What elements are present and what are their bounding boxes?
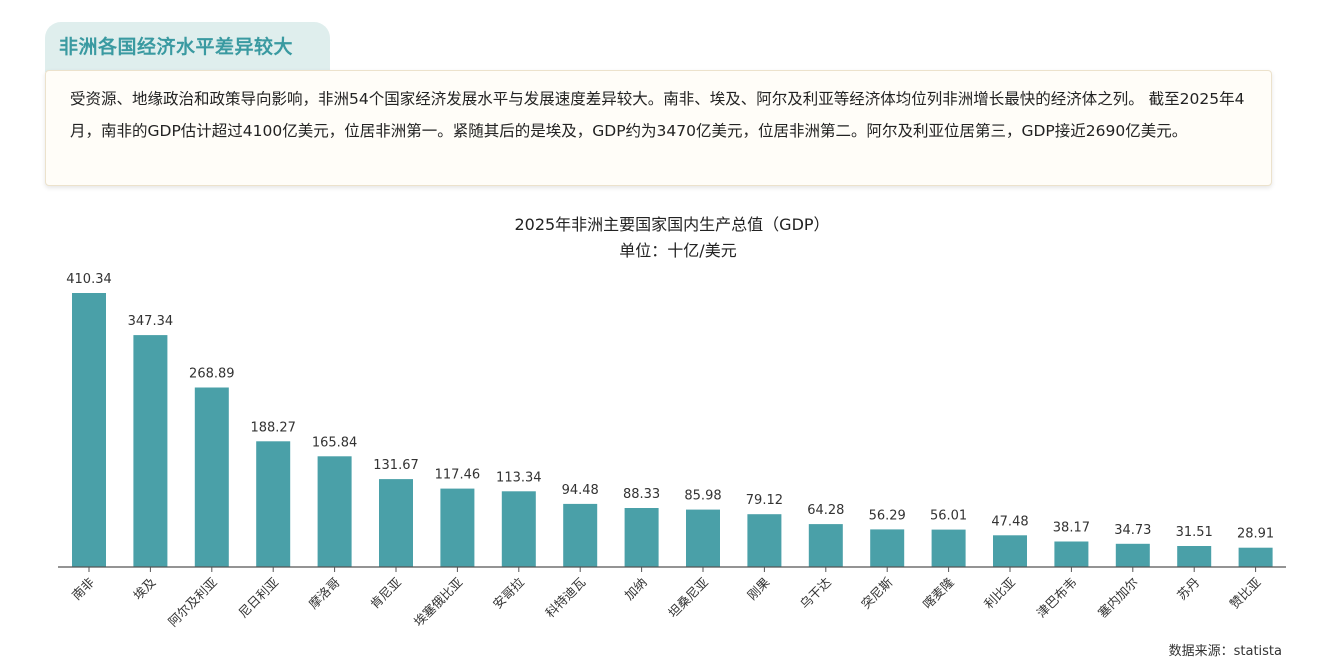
x-tick-label: 乌干达 xyxy=(797,574,834,611)
bar-20 xyxy=(1238,547,1273,567)
bar-3 xyxy=(194,387,229,567)
bar-1 xyxy=(72,293,106,567)
bar-8 xyxy=(501,491,536,567)
x-tick-label: 尼日利亚 xyxy=(235,575,281,621)
bar-value-label: 347.34 xyxy=(128,314,174,329)
x-tick-label: 南非 xyxy=(69,575,97,603)
bar-value-label: 94.48 xyxy=(562,483,599,498)
bar-value-label: 117.46 xyxy=(435,468,481,483)
x-tick-label: 安哥拉 xyxy=(490,574,527,611)
bar-value-label: 85.98 xyxy=(684,489,721,504)
bar-4 xyxy=(256,441,291,567)
bar-value-label: 47.48 xyxy=(991,514,1028,529)
bar-14 xyxy=(870,529,905,567)
x-tick-label: 刚果 xyxy=(744,574,773,603)
x-tick-label: 阿尔及利亚 xyxy=(165,575,220,630)
bar-12 xyxy=(747,514,782,567)
x-tick-label: 加纳 xyxy=(621,575,649,603)
bar-2 xyxy=(133,335,168,567)
bar-value-label: 131.67 xyxy=(373,458,419,473)
x-tick-label: 摩洛哥 xyxy=(306,575,343,612)
x-tick-label: 埃塞俄比亚 xyxy=(411,575,466,630)
bar-value-label: 88.33 xyxy=(623,487,660,502)
x-tick-label: 埃及 xyxy=(130,574,159,603)
x-tick-label: 利比亚 xyxy=(981,575,1018,612)
chart-title: 2025年非洲主要国家国内生产总值（GDP） xyxy=(514,215,829,234)
bar-6 xyxy=(379,479,413,567)
bar-19 xyxy=(1177,546,1212,567)
bar-value-label: 165.84 xyxy=(312,435,358,450)
summary-box: 受资源、地缘政治和政策导向影响，非洲54个国家经济发展水平与发展速度差异较大。南… xyxy=(45,70,1272,186)
section-title: 非洲各国经济水平差异较大 xyxy=(59,36,294,58)
x-tick-label: 塞内加尔 xyxy=(1095,575,1141,621)
header-tab xyxy=(45,22,330,72)
bar-value-label: 410.34 xyxy=(66,272,112,287)
bar-value-label: 79.12 xyxy=(746,493,783,508)
bar-value-label: 113.34 xyxy=(496,470,542,485)
bar-value-label: 56.01 xyxy=(930,509,967,524)
bar-9 xyxy=(563,503,598,567)
bar-18 xyxy=(1115,543,1150,567)
x-tick-label: 苏丹 xyxy=(1174,575,1202,603)
x-tick-label: 突尼斯 xyxy=(858,575,895,612)
bar-16 xyxy=(993,535,1027,567)
bar-value-label: 56.29 xyxy=(869,508,906,523)
bar-17 xyxy=(1054,541,1089,567)
chart-subtitle: 单位：十亿/美元 xyxy=(619,241,736,260)
bar-7 xyxy=(440,488,475,567)
bar-group: 410.34 347.34 268.89 188.27 165.84 131.67 117.… xyxy=(66,272,1274,567)
bar-5 xyxy=(317,456,352,567)
bar-value-label: 64.28 xyxy=(807,503,844,518)
bar-value-label: 268.89 xyxy=(189,367,235,382)
bar-value-label: 38.17 xyxy=(1053,521,1090,536)
bar-value-label: 34.73 xyxy=(1114,523,1151,538)
bar-value-label: 188.27 xyxy=(250,420,296,435)
x-tick-label: 坦桑尼亚 xyxy=(665,575,711,621)
x-tick-label: 科特迪瓦 xyxy=(542,575,588,621)
data-source: 数据来源：statista xyxy=(1168,644,1282,659)
bar-value-label: 31.51 xyxy=(1176,525,1213,540)
x-tick-label: 津巴布韦 xyxy=(1034,575,1080,621)
x-tick-label: 喀麦隆 xyxy=(920,574,957,611)
x-tick-label: 肯尼亚 xyxy=(367,575,404,612)
x-tick-group: 南非 埃及 阿尔及利亚 尼日利亚 摩洛哥 肯尼亚 埃塞俄比亚 安哥拉 科特迪瓦 加纳 坦桑尼亚 刚果乌… xyxy=(69,567,1264,629)
bar-value-label: 28.91 xyxy=(1237,527,1274,542)
bar-10 xyxy=(624,508,659,567)
bar-11 xyxy=(686,509,720,567)
bar-13 xyxy=(808,524,843,567)
summary-text: 受资源、地缘政治和政策导向影响，非洲54个国家经济发展水平与发展速度差异较大。南… xyxy=(70,90,1245,140)
x-tick-label: 赞比亚 xyxy=(1227,575,1264,612)
bar-15 xyxy=(931,529,966,567)
